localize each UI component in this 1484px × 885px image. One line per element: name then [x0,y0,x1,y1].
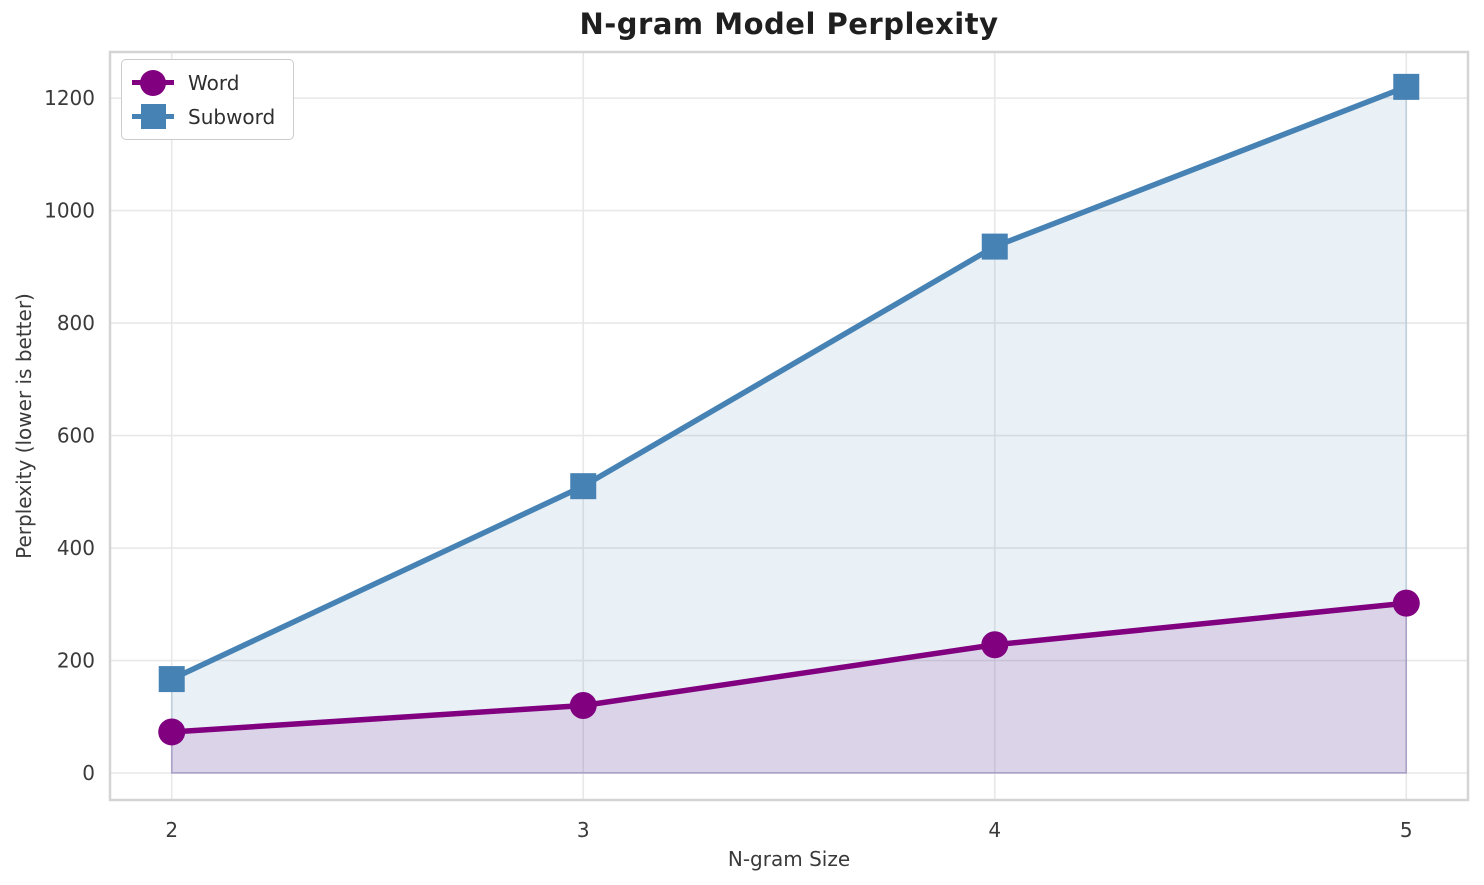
y-tick-label-800: 800 [57,311,95,335]
word-data-point-marker [981,631,1009,659]
subword-series-marker-icon [132,103,174,131]
word-data-point-marker [158,718,186,746]
square-marker-icon [140,104,166,129]
word-data-point-marker [569,692,597,720]
x-tick-label-4: 4 [988,818,1001,842]
subword-data-point-marker [1393,73,1420,100]
legend-item-subword: Subword [132,101,275,132]
x-tick-label-3: 3 [577,818,590,842]
word-line [168,600,1410,735]
y-tick-label-600: 600 [57,424,95,448]
x-axis-label: N-gram Size [727,847,851,871]
subword-data-point-marker [158,666,185,693]
y-tick-label-200: 200 [57,649,95,673]
subword-data-point-marker [981,233,1008,260]
x-tick-label-2: 2 [165,818,178,842]
subword-line [168,84,1410,682]
plot-border [108,50,1470,802]
word-series-marker-icon [132,69,174,97]
y-tick-label-400: 400 [57,536,95,560]
legend-label-subword: Subword [188,104,276,129]
legend: Word Subword [121,59,295,140]
subword-area-fill [170,85,1408,774]
y-tick-label-0: 0 [82,761,95,785]
subword-data-point-marker [570,473,597,500]
y-tick-label-1200: 1200 [44,86,95,110]
y-axis-label: Perplexity (lower is better) [12,293,36,559]
chart-title: N-gram Model Perplexity [579,7,999,41]
word-data-point-marker [1392,589,1420,617]
y-tick-label-1000: 1000 [44,199,95,223]
legend-label-word: Word [188,70,240,95]
legend-item-word: Word [132,67,275,98]
circle-marker-icon [140,69,166,96]
x-tick-label-5: 5 [1400,818,1413,842]
